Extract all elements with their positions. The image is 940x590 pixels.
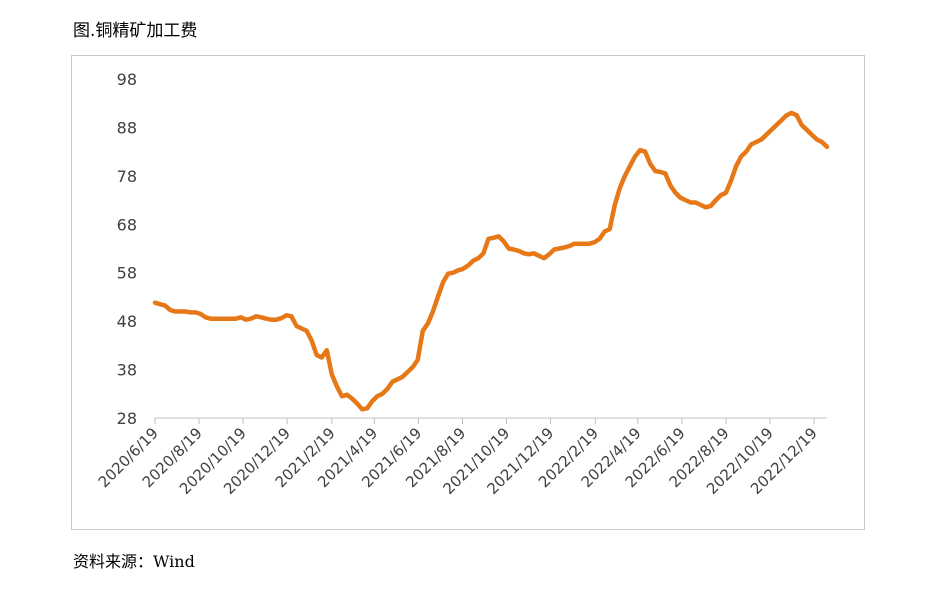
y-tick-label: 38 — [117, 361, 137, 380]
series-line — [152, 110, 830, 412]
y-tick-label: 98 — [117, 70, 137, 89]
y-tick-label: 88 — [117, 118, 137, 137]
y-tick-label: 78 — [117, 167, 137, 186]
chart-frame: 28 38 48 58 68 78 88 98 2020/6/19 2020/8/19 2020/… — [71, 55, 865, 530]
y-tick-label: 48 — [117, 312, 137, 331]
line-chart: 28 38 48 58 68 78 88 98 2020/6/192020/8/192020/… — [95, 70, 830, 498]
source-note: 资料来源：Wind — [73, 552, 195, 571]
y-tick-labels: 28 38 48 58 68 78 88 98 — [117, 70, 137, 428]
x-tick-labels: 2020/6/192020/8/192020/10/192020/12/1920… — [95, 418, 821, 498]
y-tick-label: 58 — [117, 264, 137, 283]
series-group — [152, 110, 830, 412]
figure-title: 图.铜精矿加工费 — [73, 21, 198, 41]
y-tick-label: 68 — [117, 215, 137, 234]
y-tick-label: 28 — [117, 409, 137, 428]
